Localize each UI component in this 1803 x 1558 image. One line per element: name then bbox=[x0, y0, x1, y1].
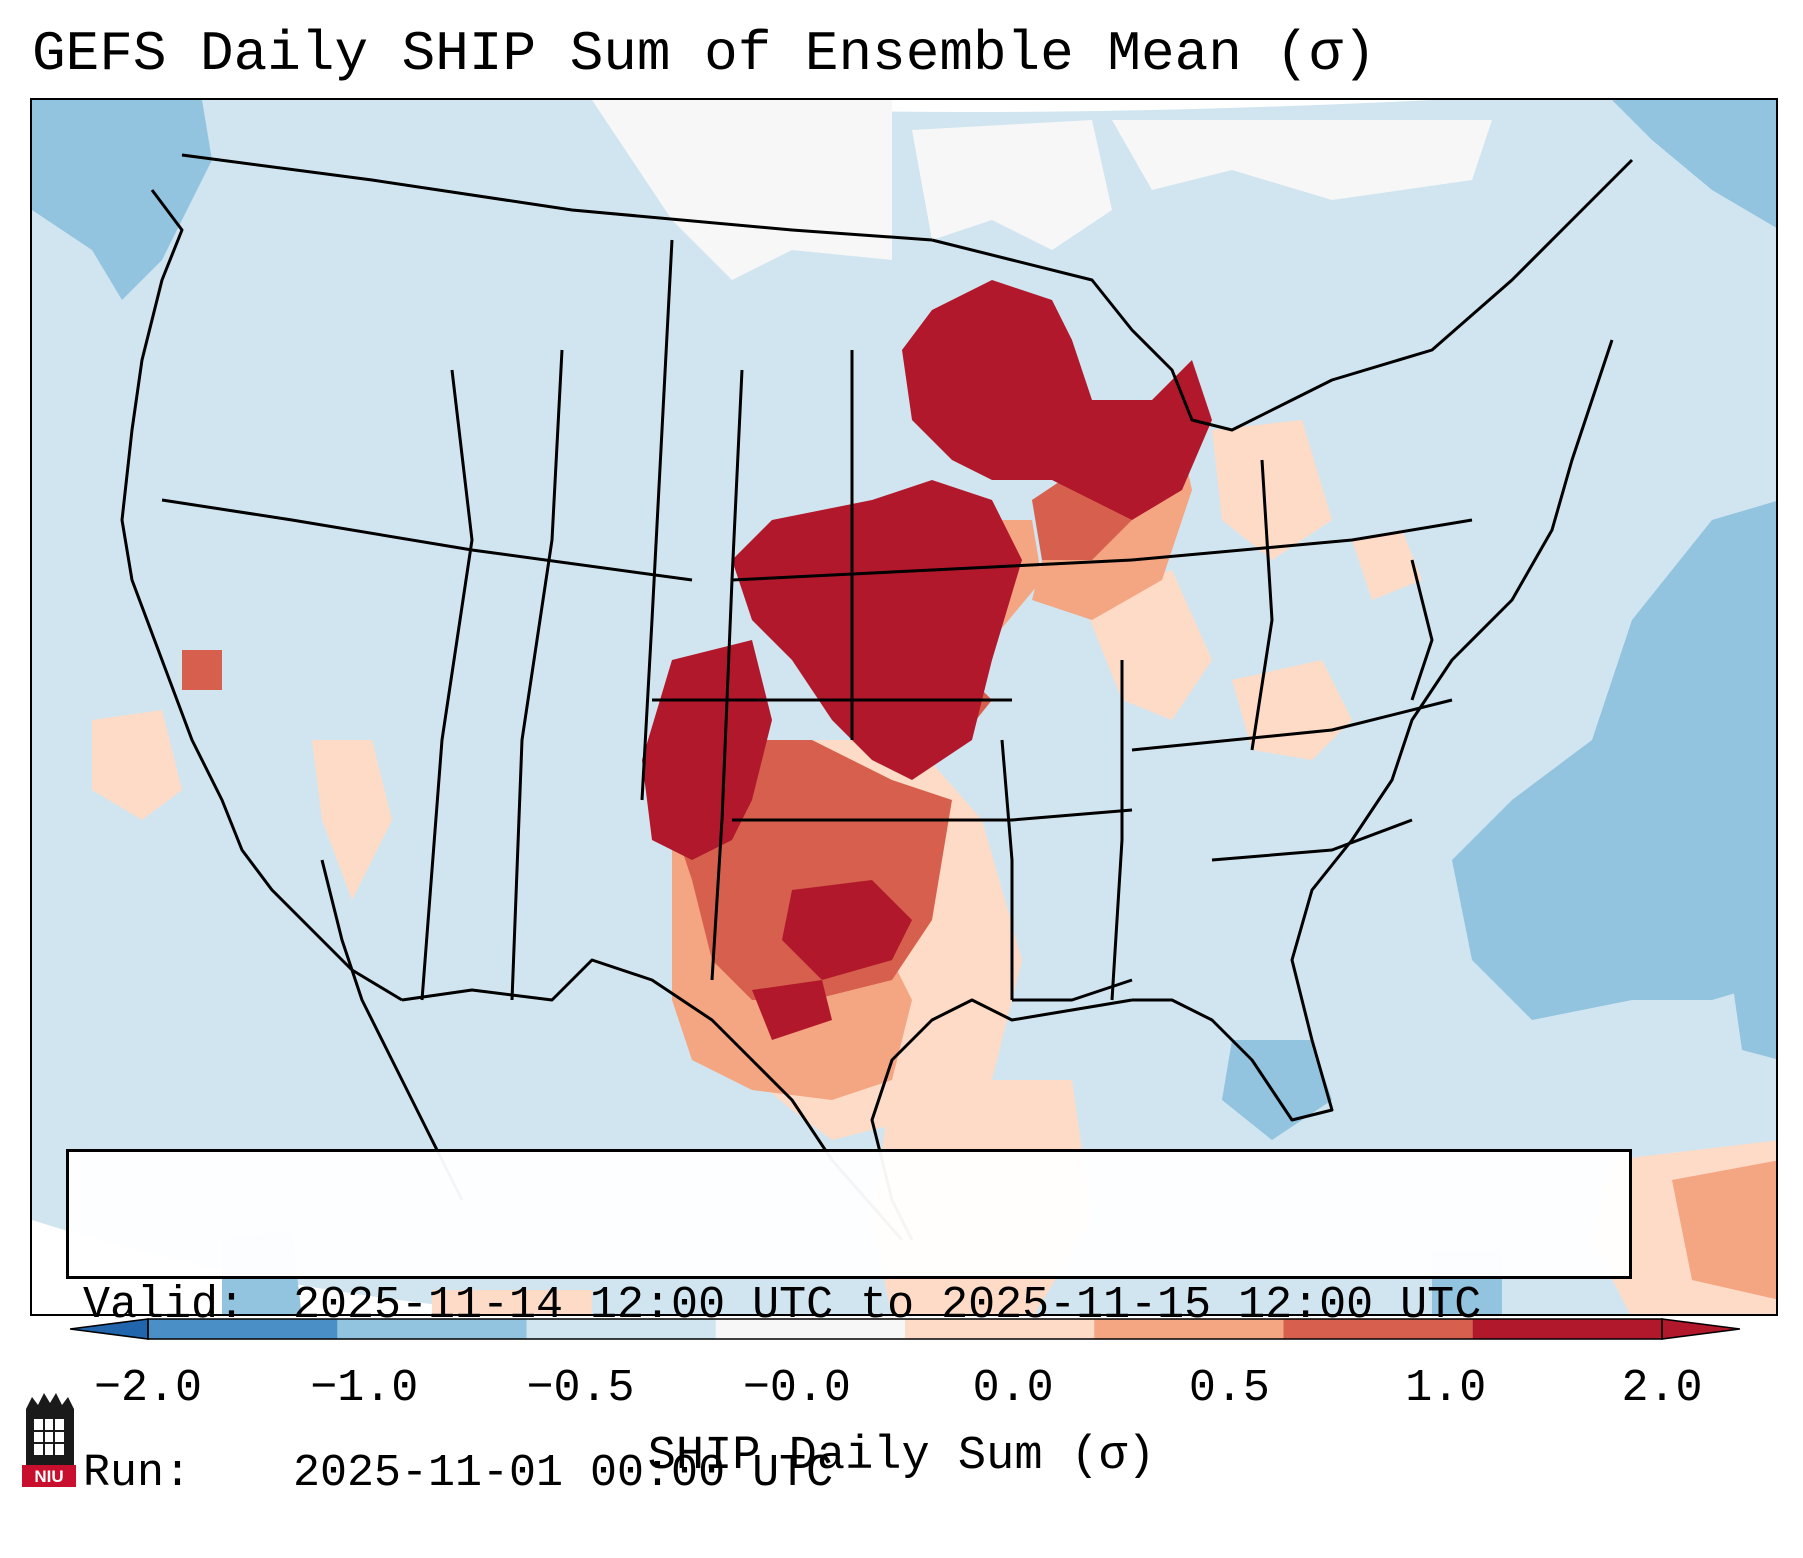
colorbar-tick-label: 2.0 bbox=[1621, 1363, 1703, 1414]
colorbar-label: SHIP Daily Sum (σ) bbox=[647, 1430, 1156, 1483]
atlantic-coast bbox=[1132, 339, 1614, 1122]
colorbar-over-arrow bbox=[1661, 1318, 1740, 1340]
niu-logo: NIU bbox=[22, 1393, 76, 1487]
colorbar-tick-label: −0.5 bbox=[526, 1363, 635, 1414]
colorbar-tick-label: 0.5 bbox=[1188, 1363, 1270, 1414]
colorbar-segment bbox=[905, 1319, 1095, 1339]
projection-corner-bottom-left bbox=[32, 1220, 534, 1314]
colorbar-tick-label: 1.0 bbox=[1405, 1363, 1487, 1414]
colorbar-segment bbox=[1094, 1319, 1284, 1339]
near-zero-patches bbox=[592, 100, 1492, 280]
colorbar-segment bbox=[1472, 1319, 1663, 1339]
colorbar-segment bbox=[526, 1319, 717, 1339]
map-canvas bbox=[32, 100, 1776, 1314]
colorbar bbox=[70, 1318, 1740, 1340]
colorbar-tick-label: 0.0 bbox=[972, 1363, 1054, 1414]
colorbar-tick-label: −0.0 bbox=[742, 1363, 851, 1414]
colorbar-tick-label: −1.0 bbox=[310, 1363, 419, 1414]
colorbar-tick-label: −2.0 bbox=[93, 1363, 203, 1414]
colorbar-segments bbox=[148, 1319, 1663, 1339]
political-boundaries bbox=[120, 153, 1634, 1241]
run-value: 2025-11-01 00:00 UTC bbox=[293, 1448, 834, 1499]
run-row: Run: 2025-11-01 00:00 UTC bbox=[83, 1446, 1615, 1502]
negative-anomaly-patches bbox=[32, 100, 1776, 1314]
great-lakes-outline bbox=[931, 158, 1634, 432]
colorbar-outline bbox=[147, 1318, 1663, 1340]
strongest-positive-patches bbox=[642, 280, 1212, 1040]
colorbar-segment bbox=[715, 1319, 906, 1339]
logo-text: NIU bbox=[34, 1467, 63, 1486]
colorbar-segment bbox=[148, 1319, 338, 1339]
colorbar-segment bbox=[337, 1319, 527, 1339]
west-coast bbox=[120, 189, 403, 1002]
colorbar-under-arrow bbox=[70, 1318, 149, 1340]
map-panel bbox=[30, 98, 1778, 1316]
colorbar-segment bbox=[1283, 1319, 1474, 1339]
us-canada-border bbox=[181, 153, 933, 242]
run-label: Run: bbox=[83, 1448, 192, 1499]
valid-run-info-box: Valid: 2025-11-14 12:00 UTC to 2025-11-1… bbox=[66, 1149, 1632, 1499]
chart-title: GEFS Daily SHIP Sum of Ensemble Mean (σ) bbox=[32, 22, 1377, 86]
